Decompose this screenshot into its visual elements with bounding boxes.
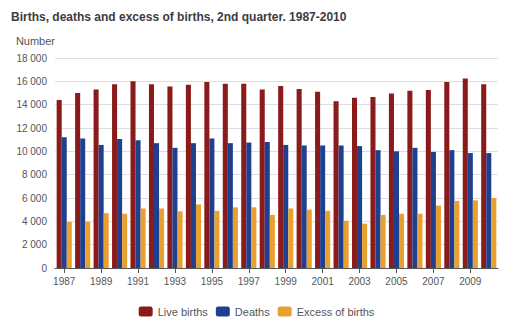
svg-text:Deaths: Deaths — [235, 306, 270, 318]
svg-text:10 000: 10 000 — [16, 146, 47, 157]
svg-text:1995: 1995 — [201, 276, 224, 287]
svg-text:16 000: 16 000 — [16, 76, 47, 87]
svg-text:8 000: 8 000 — [22, 169, 47, 180]
svg-text:Number: Number — [16, 35, 55, 47]
svg-text:2007: 2007 — [422, 276, 445, 287]
svg-text:4 000: 4 000 — [22, 216, 47, 227]
svg-text:1993: 1993 — [164, 276, 187, 287]
svg-text:2 000: 2 000 — [22, 239, 47, 250]
svg-text:12 000: 12 000 — [16, 123, 47, 134]
svg-text:14 000: 14 000 — [16, 99, 47, 110]
svg-text:Live births: Live births — [158, 306, 209, 318]
svg-text:0: 0 — [41, 263, 47, 274]
svg-text:2009: 2009 — [459, 276, 482, 287]
svg-text:2001: 2001 — [312, 276, 335, 287]
svg-text:1999: 1999 — [275, 276, 298, 287]
svg-text:6 000: 6 000 — [22, 193, 47, 204]
svg-text:2003: 2003 — [348, 276, 371, 287]
svg-text:Births, deaths and excess of b: Births, deaths and excess of births, 2nd… — [11, 10, 347, 24]
svg-text:1997: 1997 — [238, 276, 261, 287]
svg-text:1989: 1989 — [90, 276, 113, 287]
svg-text:2005: 2005 — [385, 276, 408, 287]
svg-text:18 000: 18 000 — [16, 53, 47, 64]
svg-text:Excess of births: Excess of births — [297, 306, 375, 318]
svg-text:1987: 1987 — [53, 276, 76, 287]
svg-text:1991: 1991 — [127, 276, 150, 287]
